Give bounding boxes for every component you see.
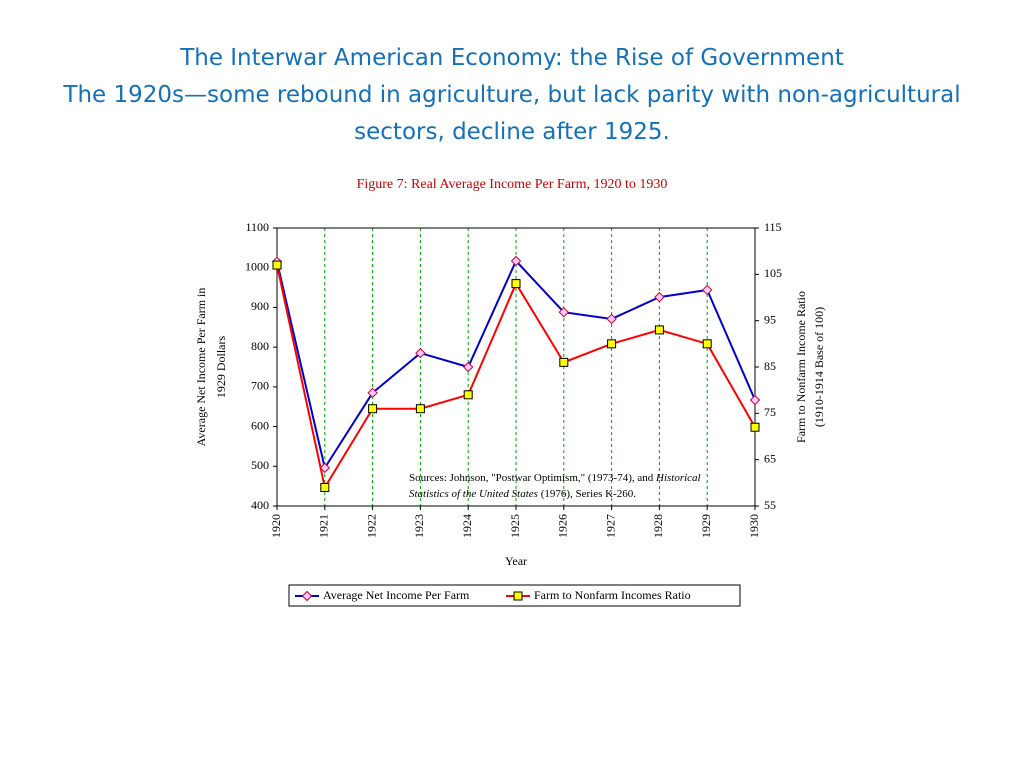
annotation: Statistics of the United States (1976), … <box>409 488 636 500</box>
series-line <box>276 259 756 471</box>
marker <box>749 394 761 406</box>
title: The Interwar American Economy: the Rise … <box>180 45 844 71</box>
y-tick-label: 900 <box>251 299 269 313</box>
marker <box>319 462 331 474</box>
y2-tick-label: 95 <box>764 312 776 326</box>
y2-tick-label: 75 <box>764 405 776 419</box>
marker <box>701 284 713 296</box>
annotation: Sources: Johnson, "Postwar Optimism," (1… <box>409 472 701 484</box>
marker <box>367 387 378 399</box>
marker <box>368 404 378 414</box>
marker <box>462 361 474 373</box>
marker <box>511 279 521 289</box>
x-tick-label: 1925 <box>508 514 522 538</box>
marker <box>750 422 760 432</box>
series-line <box>276 264 756 491</box>
marker <box>654 325 664 335</box>
x-tick-label: 1923 <box>412 514 426 538</box>
x-tick-label: 1929 <box>699 514 713 538</box>
y-tick-label: 700 <box>251 379 269 393</box>
x-tick-label: 1924 <box>460 514 474 538</box>
x-tick-label: 1926 <box>556 514 570 538</box>
subtitle: The 1920s—some rebound in agriculture, b… <box>63 82 961 145</box>
marker <box>463 390 473 400</box>
annotation-part: Statistics of the United States <box>409 488 538 500</box>
y2-axis-label: (1910-1914 Base of 100) <box>812 307 826 427</box>
marker <box>415 347 426 359</box>
marker <box>510 255 522 267</box>
y2-axis-label: Farm to Nonfarm Income Ratio <box>794 291 808 443</box>
marker <box>702 339 712 349</box>
marker <box>607 339 617 349</box>
y-tick-label: 500 <box>251 458 269 472</box>
y2-tick-label: 105 <box>764 266 782 280</box>
annotation-part: Historical <box>655 472 701 484</box>
marker <box>558 306 570 318</box>
annotation-part: Sources: Johnson, "Postwar Optimism," (1… <box>409 472 656 484</box>
legend-label: Farm to Nonfarm Incomes Ratio <box>534 588 691 602</box>
marker <box>513 591 523 601</box>
annotation-part: (1976), Series K-260. <box>538 488 636 500</box>
marker <box>415 404 425 414</box>
y-tick-label: 800 <box>251 339 269 353</box>
y2-tick-label: 85 <box>764 359 776 373</box>
y2-tick-label: 65 <box>764 451 776 465</box>
chart-title: Figure 7: Real Average Income Per Farm, … <box>357 177 668 192</box>
y-tick-label: 1000 <box>245 259 269 273</box>
y2-tick-label: 55 <box>764 498 776 512</box>
y-tick-label: 1100 <box>245 220 269 234</box>
marker <box>301 590 313 602</box>
y-tick-label: 600 <box>251 418 269 432</box>
legend-label: Average Net Income Per Farm <box>323 588 470 602</box>
x-tick-label: 1920 <box>269 514 283 538</box>
x-tick-label: 1927 <box>603 514 617 538</box>
marker <box>606 313 617 325</box>
x-tick-label: 1921 <box>317 514 331 538</box>
y-axis-label: 1929 Dollars <box>214 336 228 399</box>
y-tick-label: 400 <box>251 498 269 512</box>
y-axis-label: Average Net Income Per Farm in <box>194 288 208 447</box>
marker <box>559 357 569 367</box>
slide-title: The Interwar American Economy: the Rise … <box>62 40 962 151</box>
x-tick-label: 1928 <box>651 514 665 538</box>
marker <box>272 260 282 270</box>
marker <box>320 482 330 492</box>
y2-tick-label: 115 <box>764 220 782 234</box>
marker <box>654 291 665 303</box>
x-tick-label: 1930 <box>747 514 761 538</box>
x-tick-label: 1922 <box>364 514 378 538</box>
x-axis-label: Year <box>505 554 527 568</box>
